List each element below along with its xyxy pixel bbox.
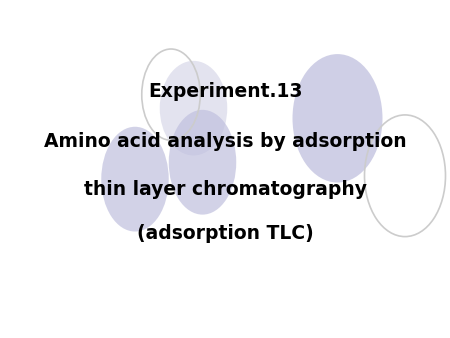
Ellipse shape [101,127,169,232]
Ellipse shape [292,54,382,183]
Ellipse shape [160,61,227,155]
Ellipse shape [169,110,236,215]
Text: Experiment.13: Experiment.13 [148,82,302,101]
Text: Amino acid analysis by adsorption: Amino acid analysis by adsorption [44,132,406,151]
Text: thin layer chromatography: thin layer chromatography [84,180,366,199]
Text: (adsorption TLC): (adsorption TLC) [137,224,313,243]
